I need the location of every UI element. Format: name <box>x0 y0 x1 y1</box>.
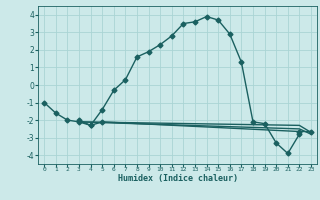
X-axis label: Humidex (Indice chaleur): Humidex (Indice chaleur) <box>118 174 238 183</box>
